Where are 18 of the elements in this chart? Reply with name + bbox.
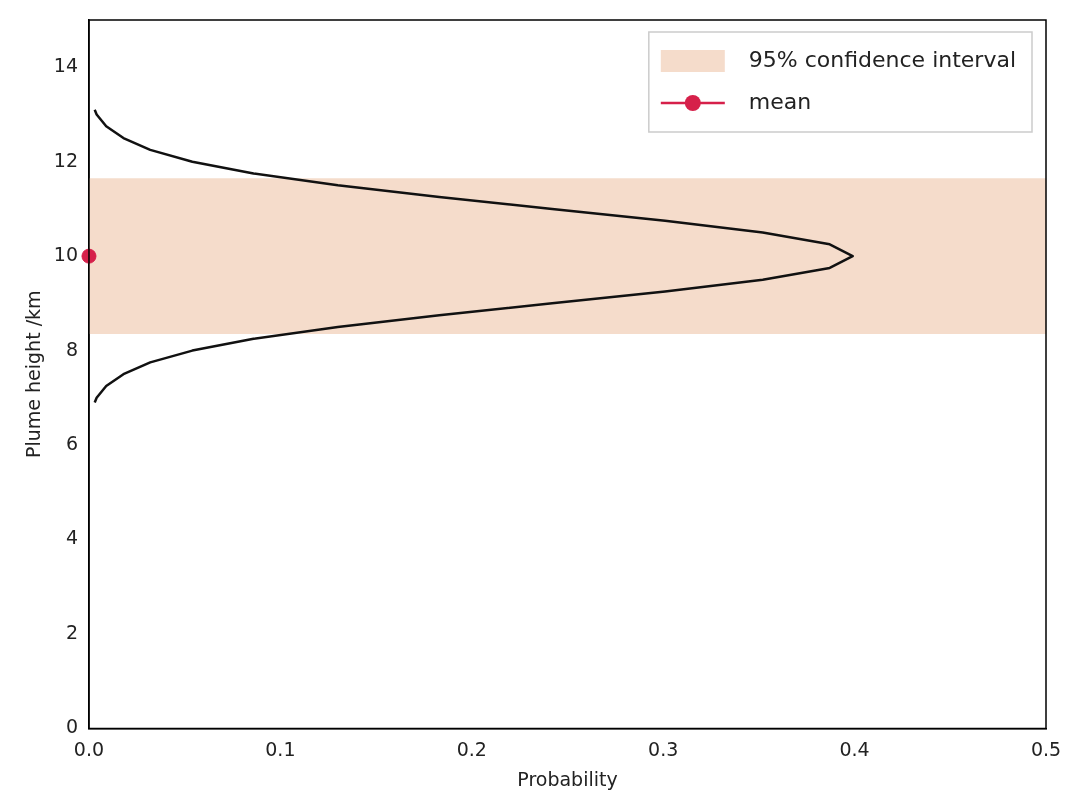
- y-tick-label: 12: [53, 148, 78, 171]
- y-tick-label: 8: [65, 337, 78, 360]
- y-tick-label: 0: [65, 715, 78, 738]
- x-tick-label: 0.2: [456, 737, 487, 760]
- y-tick-label: 4: [65, 526, 78, 549]
- y-axis-title: Plume height /km: [22, 290, 45, 458]
- x-tick-label: 0.3: [648, 737, 679, 760]
- legend-label: mean: [748, 88, 812, 114]
- y-tick-label: 6: [65, 431, 78, 454]
- x-tick-label: 0.0: [73, 737, 105, 760]
- x-axis-title: Probability: [517, 767, 618, 790]
- x-tick-label: 0.1: [265, 737, 296, 760]
- y-tick-label: 2: [65, 620, 78, 643]
- x-tick-label: 0.5: [1030, 737, 1062, 760]
- x-tick-label: 0.4: [839, 737, 870, 760]
- legend-label: 95% confidence interval: [748, 46, 1017, 72]
- y-tick-label: 10: [53, 243, 78, 266]
- y-tick-label: 14: [53, 54, 78, 77]
